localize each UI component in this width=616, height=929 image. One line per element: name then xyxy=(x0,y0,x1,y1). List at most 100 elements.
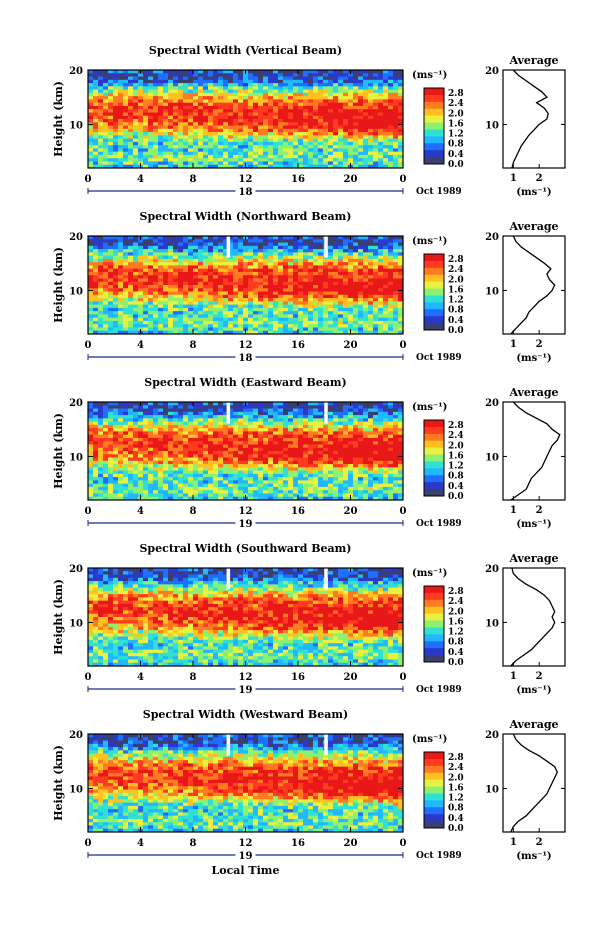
heatmap-cell xyxy=(228,447,234,452)
heatmap-cell xyxy=(393,79,399,84)
heatmap-cell xyxy=(213,493,219,498)
heatmap-cell xyxy=(193,148,199,153)
heatmap-cell xyxy=(298,132,304,136)
heatmap-cell xyxy=(153,327,159,332)
heatmap-cell xyxy=(188,255,194,260)
heatmap-cell xyxy=(303,265,309,270)
heatmap-cell xyxy=(383,275,389,279)
heatmap-cell xyxy=(373,245,379,250)
heatmap-cell xyxy=(263,154,269,159)
heatmap-cell xyxy=(108,294,114,299)
heatmap-cell xyxy=(223,301,229,305)
heatmap-cell xyxy=(268,73,274,77)
heatmap-cell xyxy=(198,245,204,250)
heatmap-cell xyxy=(353,154,359,159)
heatmap-cell xyxy=(98,434,104,439)
heatmap-cell xyxy=(383,70,389,74)
heatmap-cell xyxy=(128,86,134,90)
heatmap-cell xyxy=(143,496,149,501)
heatmap-cell xyxy=(338,105,344,110)
heatmap-cell xyxy=(213,467,219,471)
heatmap-cell xyxy=(253,496,259,501)
heatmap-cell xyxy=(238,255,244,260)
heatmap-cell xyxy=(378,275,384,279)
heatmap-cell xyxy=(258,457,264,462)
colorbar-segment xyxy=(424,112,444,117)
heatmap-cell xyxy=(238,467,244,471)
colorbar-tick-label: 0.0 xyxy=(448,160,464,170)
heatmap-cell xyxy=(333,252,339,256)
heatmap-cell xyxy=(133,252,139,256)
heatmap-cell xyxy=(133,405,139,409)
heatmap-cell xyxy=(158,242,164,247)
heatmap-cell xyxy=(148,493,154,498)
heatmap-cell xyxy=(233,158,239,162)
heatmap-cell xyxy=(273,161,279,166)
heatmap-cell xyxy=(143,96,149,100)
heatmap-cell xyxy=(298,304,304,309)
heatmap-cell xyxy=(223,327,229,332)
heatmap-cell xyxy=(253,132,259,136)
heatmap-cell xyxy=(178,493,184,498)
heatmap-cell xyxy=(228,402,234,406)
heatmap-cell xyxy=(213,320,219,325)
heatmap-cell xyxy=(273,298,279,302)
heatmap-cell xyxy=(143,73,149,77)
heatmap-cell xyxy=(93,249,99,253)
heatmap-cell xyxy=(118,99,124,104)
heatmap-cell xyxy=(238,454,244,458)
heatmap-cell xyxy=(148,441,154,445)
heatmap-cell xyxy=(198,486,204,491)
heatmap-cell xyxy=(183,278,189,283)
heatmap-cell xyxy=(218,408,224,413)
heatmap-cell xyxy=(268,125,274,130)
heatmap-cell xyxy=(383,79,389,84)
heatmap-cell xyxy=(363,324,369,328)
heatmap-cell xyxy=(203,441,209,445)
heatmap-cell xyxy=(218,493,224,498)
heatmap-cell xyxy=(328,265,334,270)
heatmap-cell xyxy=(178,89,184,94)
heatmap-cell xyxy=(153,402,159,406)
heatmap-cell xyxy=(278,151,284,156)
heatmap-cell xyxy=(188,70,194,74)
heatmap-cell xyxy=(198,454,204,458)
heatmap-cell xyxy=(303,320,309,325)
heatmap-cell xyxy=(398,73,404,77)
heatmap-cell xyxy=(188,327,194,332)
heatmap-cell xyxy=(153,73,159,77)
heatmap-cell xyxy=(288,89,294,94)
heatmap-cell xyxy=(353,307,359,312)
heatmap-cell xyxy=(308,79,314,84)
heatmap-cell xyxy=(363,83,369,87)
heatmap-cell xyxy=(213,311,219,315)
colorbar-segment xyxy=(424,132,444,137)
heatmap-cell xyxy=(168,483,174,488)
heatmap-cell xyxy=(173,447,179,452)
heatmap-cell xyxy=(278,119,284,123)
heatmap-cell xyxy=(233,281,239,286)
heatmap-cell xyxy=(153,164,159,169)
heatmap-cell xyxy=(238,271,244,276)
heatmap-cell xyxy=(273,271,279,276)
heatmap-cell xyxy=(223,477,229,481)
heatmap-cell xyxy=(138,265,144,270)
heatmap-cell xyxy=(323,148,329,153)
heatmap-cell xyxy=(148,135,154,139)
heatmap-cell xyxy=(163,275,169,279)
heatmap-cell xyxy=(258,477,264,481)
heatmap-cell xyxy=(343,252,349,256)
heatmap-cell xyxy=(343,330,349,335)
heatmap-cell xyxy=(103,317,109,322)
heatmap-cell xyxy=(298,164,304,169)
heatmap-cell xyxy=(258,92,264,97)
heatmap-cell xyxy=(123,151,129,156)
heatmap-cell xyxy=(233,486,239,491)
colorbar-segment xyxy=(424,319,444,324)
heatmap-cell xyxy=(93,154,99,159)
heatmap-cell xyxy=(278,115,284,120)
heatmap-cell xyxy=(258,291,264,296)
heatmap-cell xyxy=(188,434,194,439)
heatmap-cell xyxy=(198,115,204,120)
heatmap-cell xyxy=(118,480,124,485)
